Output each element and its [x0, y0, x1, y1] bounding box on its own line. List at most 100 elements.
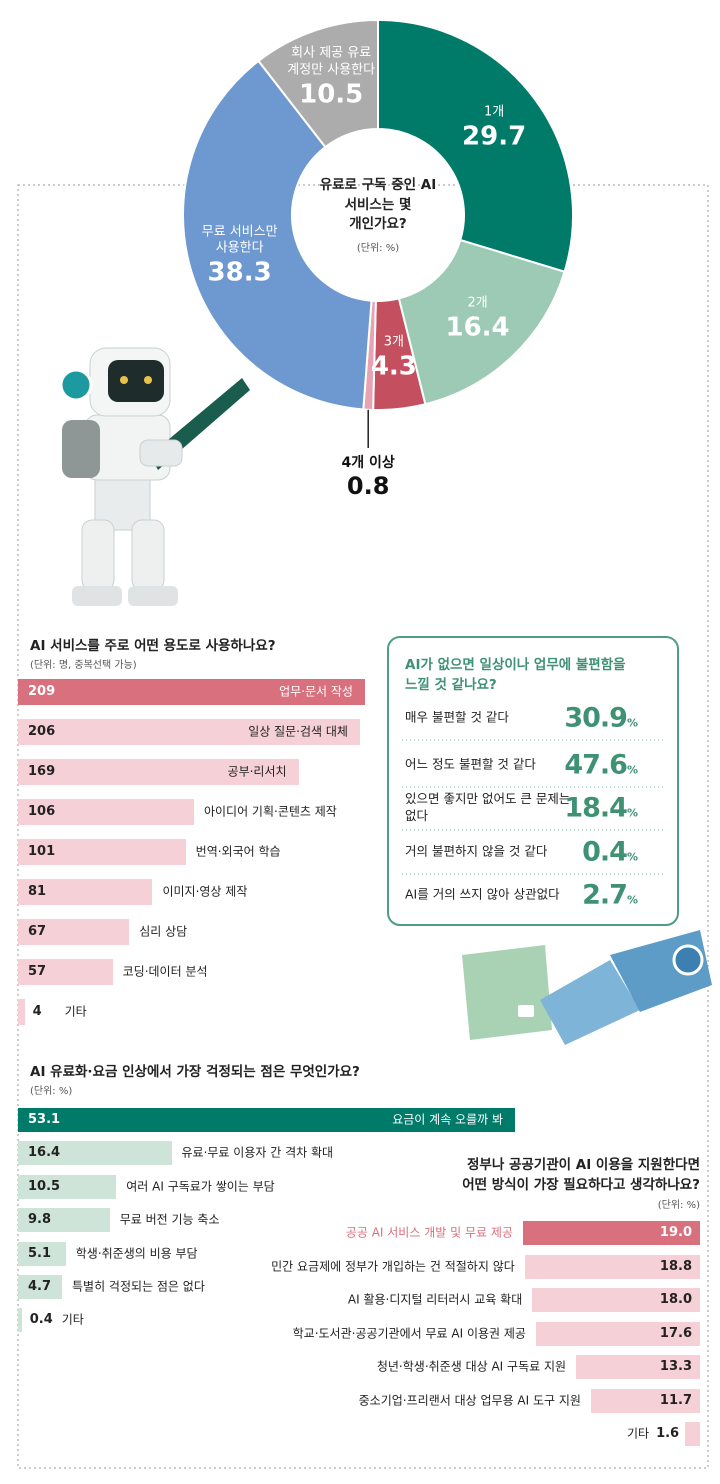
- value-label: 9.8: [28, 1212, 52, 1228]
- bar: [18, 999, 25, 1025]
- category-label: 코딩·데이터 분석: [122, 964, 208, 979]
- category-label: 이미지·영상 제작: [162, 884, 248, 899]
- value-label: 81: [28, 883, 47, 899]
- bar: [18, 799, 194, 825]
- robot-foot: [128, 586, 178, 606]
- value-label: 18.0: [659, 1291, 692, 1307]
- value-label: 0.4: [29, 1312, 53, 1328]
- chart-title: AI 서비스를 주로 어떤 용도로 사용하나요?: [30, 638, 276, 654]
- pie-label: 무료 서비스만 사용한다 38.3: [184, 224, 296, 289]
- category-label: 학생·취준생의 비용 부담: [75, 1246, 198, 1261]
- category-label: 유료·무료 이용자 간 격차 확대: [181, 1145, 334, 1160]
- bar: [590, 1388, 700, 1413]
- value-label: 4: [32, 1003, 42, 1019]
- robot-joint: [672, 944, 704, 976]
- bar: [18, 1308, 22, 1333]
- category-label: 아이디어 기획·콘텐츠 제작: [203, 804, 337, 819]
- bar: [18, 1174, 117, 1199]
- robot-shoulder: [62, 420, 100, 478]
- chart-title: AI가 없으면 일상이나 업무에 불편함을 느낄 것 같나요?: [405, 657, 626, 694]
- value-label: 13.3: [659, 1358, 692, 1374]
- robot-arm-right: [462, 930, 712, 1045]
- category-label: 일상 질문·검색 대체: [248, 724, 348, 739]
- chart-subtitle: (단위: %): [657, 1200, 700, 1211]
- category-label: 기타: [61, 1312, 84, 1327]
- value-label: 57: [28, 963, 47, 979]
- value-label: 101: [28, 843, 56, 859]
- pie-label-name: 2개: [467, 295, 488, 311]
- category-label: 여러 AI 구독료가 쌓이는 부담: [126, 1179, 275, 1194]
- value-label: 1.6: [656, 1425, 680, 1441]
- pie-slice: [257, 18, 379, 149]
- chart-subtitle: (단위: 명, 중복선택 가능): [30, 660, 137, 671]
- value-unit: %: [626, 806, 638, 820]
- category-label: 기타: [627, 1426, 650, 1441]
- category-label: 공부·리서치: [227, 764, 287, 779]
- row-label: 있으면 좋지만 없어도 큰 문제는 없다: [405, 791, 571, 823]
- bar: [532, 1288, 700, 1312]
- robot-foot: [72, 586, 122, 606]
- value-label: 209: [28, 683, 56, 699]
- bar: [18, 1208, 110, 1233]
- pie-label-value: 10.5: [299, 79, 364, 110]
- robot-leg: [131, 519, 165, 591]
- bar: [18, 839, 186, 865]
- pie-label-value: 16.4: [445, 312, 510, 343]
- bar: [18, 1241, 66, 1266]
- survey-box: [387, 636, 679, 926]
- chart-title: 정부나 공공기관이 AI 이용을 지원한다면 어떤 방식이 가장 필요하다고 생…: [462, 1157, 700, 1193]
- value-label: 17.6: [659, 1325, 692, 1341]
- pie-label-value: 0.8: [346, 472, 390, 500]
- value-label: 206: [28, 723, 56, 739]
- category-label: 기타: [64, 1004, 87, 1019]
- robot-face: [108, 360, 164, 402]
- bar: [576, 1355, 700, 1379]
- value-label: 53.1: [28, 1111, 61, 1127]
- value-unit: %: [626, 893, 638, 907]
- pie-label-name: 1개: [483, 104, 505, 120]
- pie-label: 1개 29.7: [438, 105, 550, 154]
- category-label: 요금이 계속 오를까 봐: [392, 1112, 504, 1127]
- value-number: 30.9: [564, 702, 628, 734]
- pie-center: 유료로 구독 중인 AI 서비스는 몇 개인가요? (단위: %): [319, 176, 437, 254]
- value-number: 2.7: [582, 879, 628, 911]
- row-value: 47.6%: [564, 750, 638, 781]
- pie-slice: [182, 59, 373, 411]
- row-label: 매우 불편할 것 같다: [405, 709, 509, 725]
- pie-subtitle: (단위: %): [356, 242, 400, 254]
- chart-subtitle: (단위: %): [30, 1086, 73, 1097]
- row-label: AI를 거의 쓰지 않아 상관없다: [405, 886, 560, 902]
- pie-label-value: 4.3: [370, 351, 417, 382]
- category-label: AI 활용·디지털 리터러시 교육 확대: [347, 1292, 523, 1307]
- robot-left: [59, 347, 250, 606]
- value-label: 10.5: [28, 1178, 61, 1194]
- value-number: 18.4: [564, 792, 628, 824]
- category-label: 무료 버전 기능 축소: [119, 1212, 220, 1227]
- category-label: 공공 AI 서비스 개발 및 무료 제공: [345, 1225, 513, 1240]
- value-unit: %: [626, 763, 638, 777]
- bar: [18, 959, 113, 985]
- pie-label: 2개 16.4: [422, 295, 534, 344]
- pie-label-value: 29.7: [462, 121, 527, 152]
- row-value: 30.9%: [564, 703, 638, 734]
- pie-label: 3개 4.3: [338, 334, 450, 383]
- row-label: 거의 불편하지 않을 것 같다: [405, 843, 548, 859]
- dashed-frame: [17, 184, 709, 1469]
- value-label: 169: [28, 763, 56, 779]
- category-label: 특별히 걱정되는 점은 없다: [71, 1279, 205, 1294]
- value-number: 47.6: [564, 749, 628, 781]
- card: [462, 945, 552, 1040]
- bar: [18, 759, 299, 785]
- bar: [535, 1321, 700, 1346]
- value-label: 106: [28, 803, 56, 819]
- value-label: 16.4: [28, 1145, 61, 1161]
- category-label: 학교·도서관·공공기관에서 무료 AI 이용권 제공: [292, 1326, 526, 1340]
- category-label: 심리 상담: [139, 924, 188, 939]
- pie-label-name: 회사 제공 유료 계정만 사용한다: [287, 45, 376, 78]
- robot-eye: [144, 376, 152, 384]
- chart-title: AI 유료화·요금 인상에서 가장 걱정되는 점은 무엇인가요?: [30, 1064, 360, 1080]
- category-label: 청년·학생·취준생 대상 AI 구독료 지원: [376, 1359, 567, 1374]
- bar: [522, 1221, 700, 1245]
- card-chip: [518, 1005, 534, 1017]
